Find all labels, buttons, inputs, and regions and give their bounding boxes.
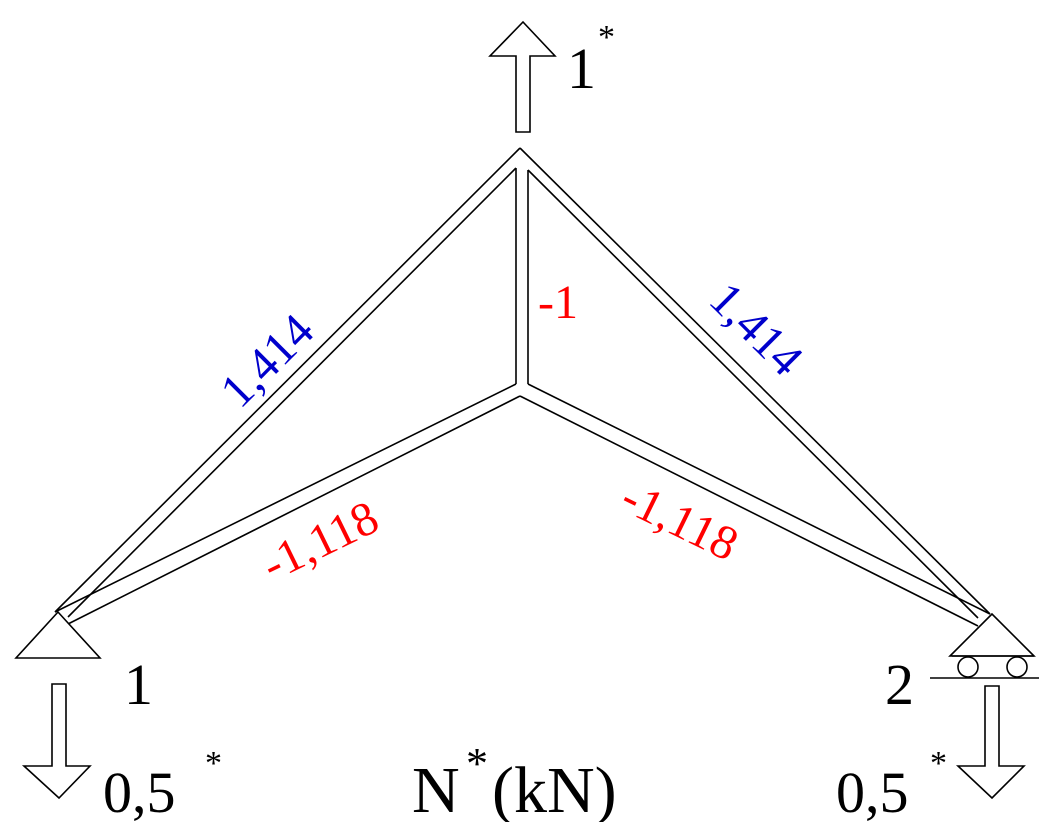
- member-left-top-chord: [54, 147, 521, 618]
- force-right-top-chord: 1,414: [699, 272, 813, 386]
- diagram-symbol: N: [412, 754, 460, 822]
- load-left-value: 0,5: [103, 760, 176, 822]
- arrow-down-right: [955, 685, 1026, 800]
- arrow-up-top: [488, 20, 557, 133]
- roller-support-right: [930, 612, 1039, 679]
- member-right-bottom-chord: [519, 383, 991, 627]
- member-right-top-chord: [519, 147, 991, 619]
- member-left-bottom-chord: [54, 383, 521, 625]
- force-left-bottom-chord: -1,118: [254, 491, 387, 592]
- load-top-star: *: [598, 19, 615, 56]
- support-left-label: 1: [124, 652, 153, 717]
- load-right-star: *: [930, 745, 947, 782]
- diagram-unit: (kN): [492, 754, 617, 822]
- pin-support-left: [14, 610, 102, 659]
- load-right-value: 0,5: [836, 760, 909, 822]
- arrow-down-left: [21, 683, 92, 800]
- force-right-bottom-chord: -1,118: [613, 470, 746, 571]
- load-top-value: 1: [567, 36, 596, 101]
- load-left-star: *: [205, 745, 222, 782]
- force-vertical: -1: [538, 276, 578, 329]
- support-right-label: 2: [885, 652, 914, 717]
- diagram-symbol-star: *: [466, 739, 488, 788]
- member-vertical: [515, 168, 529, 384]
